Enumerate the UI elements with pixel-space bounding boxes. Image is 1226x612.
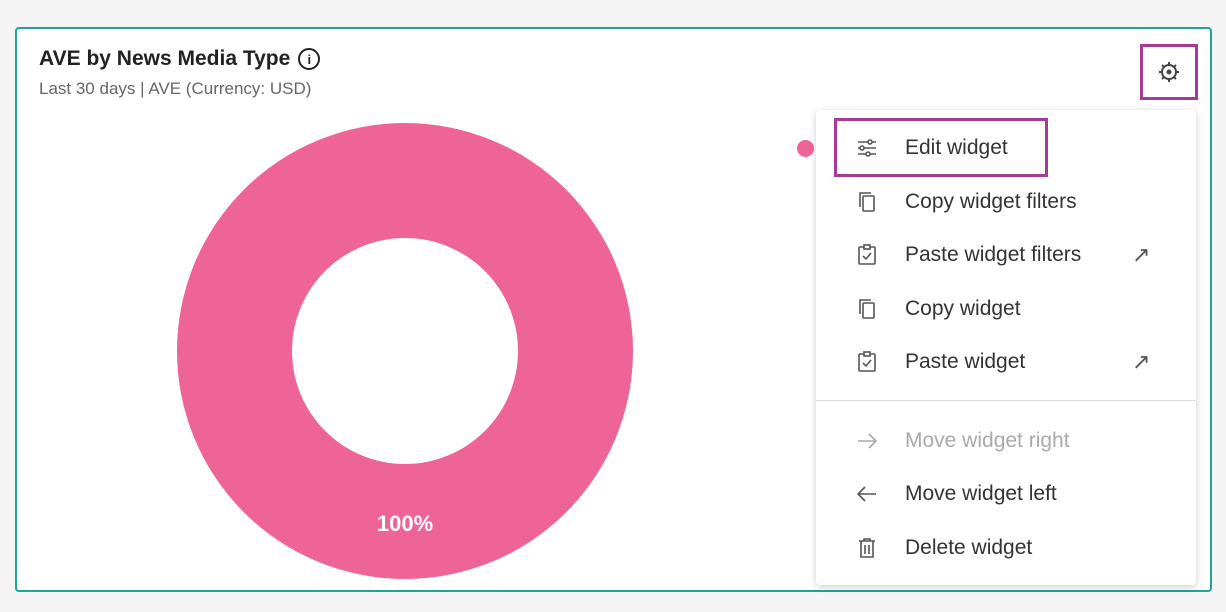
menu-item-paste-widget[interactable]: Paste widget ↗ [816,337,1196,387]
menu-item-copy-widget[interactable]: Copy widget [816,284,1196,334]
clipboard-check-icon [854,242,880,268]
menu-item-label: Paste widget [905,350,1026,373]
menu-divider [816,400,1196,401]
menu-item-label: Copy widget filters [905,190,1077,213]
external-arrow-icon: ↗ [1132,349,1151,374]
copy-icon [854,189,880,215]
sliders-icon [854,135,880,161]
menu-item-move-widget-right: Move widget right [816,416,1196,466]
settings-button[interactable] [1140,44,1198,100]
gear-icon [1159,62,1179,82]
donut-chart: 100% [177,123,633,579]
widget-subtitle: Last 30 days | AVE (Currency: USD) [39,79,312,98]
menu-item-edit-widget[interactable]: Edit widget [816,123,1196,173]
menu-item-label: Copy widget [905,297,1021,320]
menu-item-move-widget-left[interactable]: Move widget left [816,469,1196,519]
donut-slice[interactable] [177,123,633,579]
external-arrow-icon: ↗ [1132,242,1151,267]
widget-title-row: AVE by News Media Type i [39,47,321,71]
widget-title: AVE by News Media Type [39,47,291,70]
arrow-right-icon [854,428,880,454]
menu-item-label: Delete widget [905,536,1033,559]
clipboard-check-icon [854,349,880,375]
copy-icon [854,296,880,322]
menu-item-label: Move widget right [905,429,1070,452]
menu-item-paste-widget-filters[interactable]: Paste widget filters ↗ [816,230,1196,280]
menu-item-label: Move widget left [905,482,1057,505]
slice-data-label: 100% [377,511,433,536]
menu-item-delete-widget[interactable]: Delete widget [816,523,1196,573]
menu-item-copy-widget-filters[interactable]: Copy widget filters [816,177,1196,227]
trash-icon [854,535,880,561]
menu-item-label: Edit widget [905,136,1008,159]
pointer-dot [797,140,814,157]
arrow-left-icon [854,481,880,507]
edit-widget-highlight [834,118,1048,177]
menu-item-label: Paste widget filters [905,243,1082,266]
widget-context-menu: Edit widget Copy widget filters Paste widg… [816,110,1196,585]
info-icon[interactable]: i [298,48,321,70]
